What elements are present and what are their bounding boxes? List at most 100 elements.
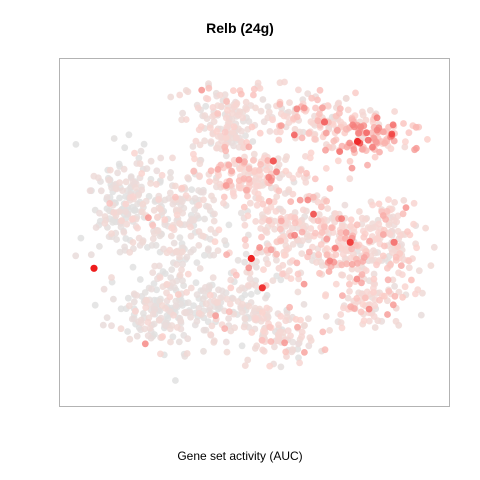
data-point (246, 275, 254, 283)
data-point (230, 142, 238, 150)
data-point (184, 299, 192, 307)
data-point (336, 148, 344, 156)
data-point (301, 322, 308, 329)
data-point (241, 221, 249, 229)
data-point (137, 319, 145, 327)
data-point (193, 318, 201, 325)
data-point (256, 85, 264, 92)
data-point (289, 175, 297, 182)
data-point (380, 128, 387, 136)
data-point (306, 154, 314, 162)
data-point (276, 328, 284, 336)
data-point (269, 277, 277, 284)
data-point (294, 323, 301, 331)
data-point (166, 246, 174, 254)
data-point (170, 311, 177, 319)
data-point (187, 223, 194, 231)
data-point (221, 143, 229, 151)
data-point (381, 242, 388, 250)
data-point (255, 195, 263, 203)
data-point (149, 269, 157, 276)
data-point (206, 311, 214, 319)
data-point (392, 253, 400, 261)
data-point (149, 221, 157, 229)
data-point (153, 286, 161, 294)
data-point (360, 254, 368, 261)
data-point (193, 291, 201, 299)
data-point (325, 268, 333, 275)
data-point (208, 322, 216, 330)
data-point (294, 288, 302, 296)
data-point (204, 246, 212, 254)
data-point (265, 197, 273, 205)
data-point (245, 175, 253, 183)
data-point (241, 236, 249, 244)
data-point (398, 271, 406, 278)
data-point-high (258, 284, 266, 292)
data-point (136, 160, 144, 168)
data-point (189, 217, 197, 224)
data-point (284, 327, 292, 334)
data-point (314, 117, 322, 125)
data-point (287, 198, 295, 206)
data-point (134, 224, 141, 232)
data-point (210, 338, 218, 346)
data-point (355, 129, 363, 137)
data-point (371, 302, 379, 310)
data-point (282, 317, 290, 325)
data-point (120, 165, 128, 173)
data-point (190, 167, 198, 175)
data-point (250, 85, 258, 93)
data-point (229, 128, 237, 136)
data-point (90, 172, 98, 180)
data-point (210, 118, 218, 125)
data-point (187, 248, 195, 256)
data-point (389, 276, 397, 284)
data-point (310, 210, 317, 218)
data-point (118, 217, 125, 225)
data-point (316, 269, 323, 277)
data-point (131, 149, 138, 157)
data-point (337, 319, 345, 327)
data-point (253, 342, 261, 350)
data-point (148, 241, 156, 249)
data-point (419, 289, 426, 297)
data-point (176, 234, 184, 242)
data-point (401, 283, 409, 291)
data-point (173, 211, 181, 219)
data-point (384, 276, 392, 284)
data-point (370, 275, 378, 283)
data-point (309, 193, 317, 201)
data-point (258, 233, 265, 241)
chart-title: Relb (24g) (206, 20, 274, 36)
data-point (139, 238, 147, 246)
data-point (373, 235, 381, 243)
data-point (402, 204, 410, 212)
data-point (245, 165, 253, 172)
data-point (241, 258, 249, 266)
data-point (312, 229, 319, 237)
data-point (275, 321, 282, 329)
data-point (166, 189, 174, 197)
data-point (405, 264, 413, 272)
data-point (191, 155, 198, 163)
data-point (388, 130, 396, 138)
data-point (430, 243, 438, 251)
data-point (190, 302, 198, 309)
data-point (86, 187, 94, 195)
data-point (267, 246, 275, 254)
data-point (145, 192, 153, 200)
data-point (196, 265, 204, 272)
data-point (187, 232, 195, 240)
data-point (108, 322, 115, 330)
data-point (257, 161, 264, 168)
data-point (245, 302, 253, 310)
data-point (161, 216, 169, 224)
data-point (244, 282, 252, 289)
data-point (199, 189, 207, 196)
data-point (370, 289, 377, 296)
data-point (254, 190, 262, 198)
data-point (220, 199, 227, 207)
data-point (120, 229, 128, 236)
